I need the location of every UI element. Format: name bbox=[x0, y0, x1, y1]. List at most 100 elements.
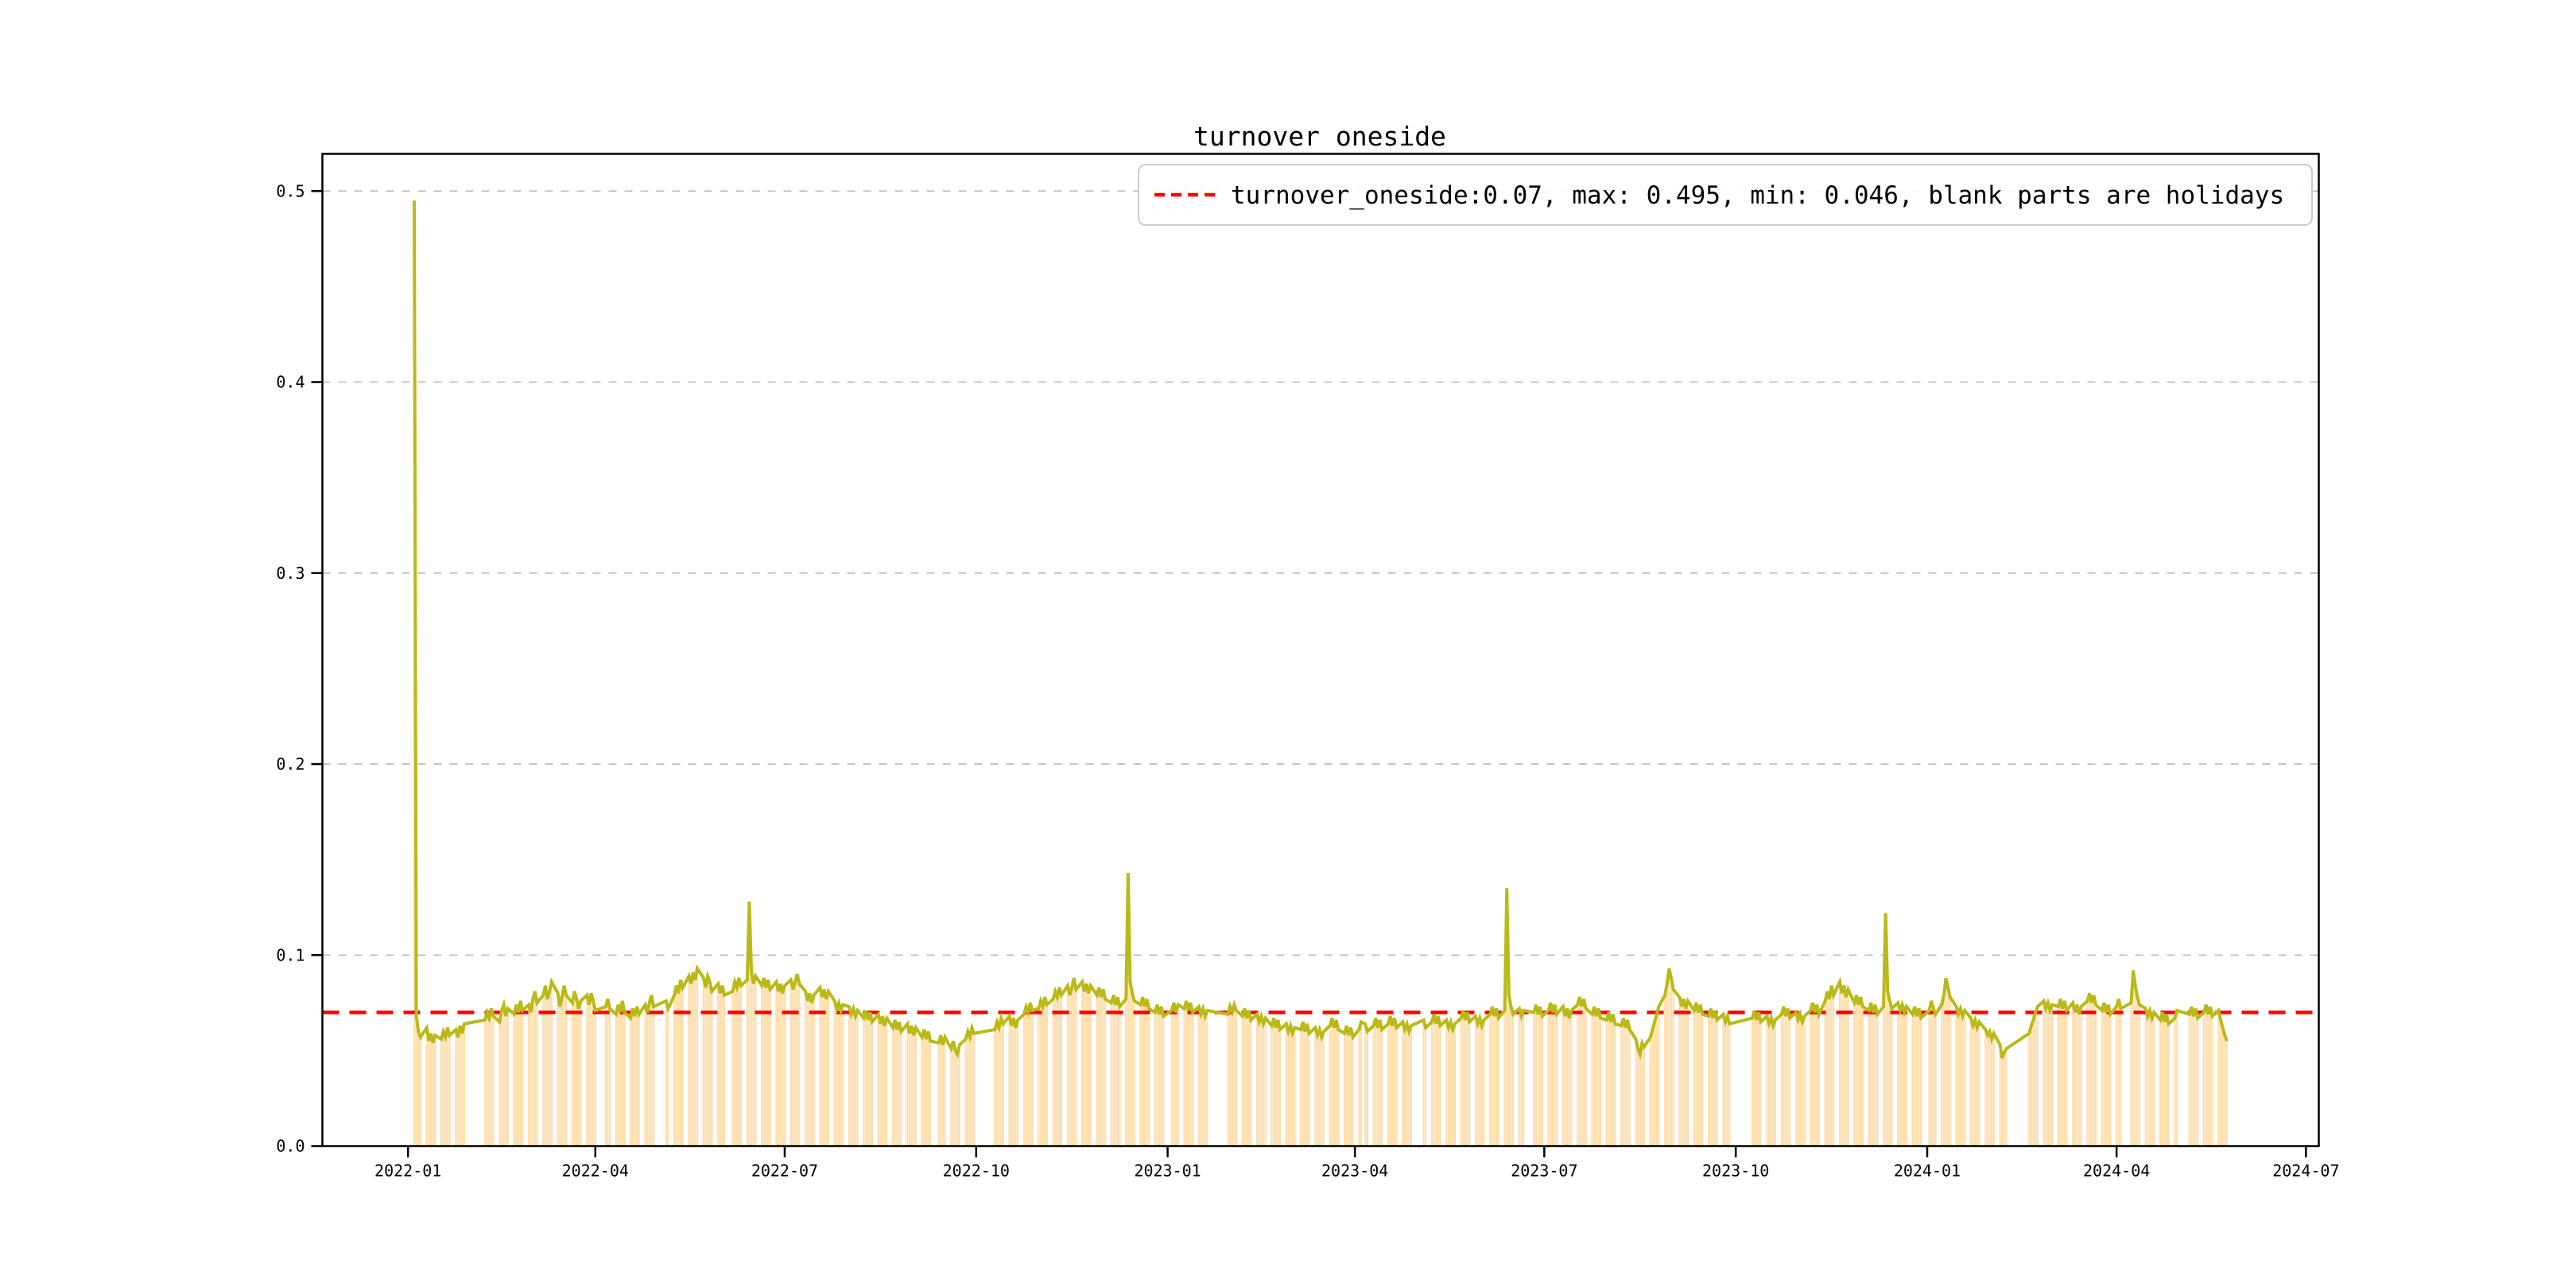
turnover-bar bbox=[1278, 1029, 1282, 1146]
turnover-bar bbox=[617, 1004, 619, 1146]
turnover-bar bbox=[1685, 1008, 1687, 1146]
turnover-bar bbox=[1609, 1022, 1612, 1146]
turnover-bar bbox=[950, 1048, 952, 1146]
turnover-bar bbox=[765, 987, 767, 1146]
turnover-bar bbox=[2130, 1003, 2132, 1146]
turnover-bar bbox=[823, 989, 825, 1146]
turnover-bar bbox=[1322, 1031, 1325, 1146]
turnover-bar bbox=[1830, 985, 1833, 1146]
turnover-bar bbox=[2151, 1018, 2153, 1146]
turnover-bar bbox=[1008, 1016, 1011, 1146]
turnover-bar bbox=[793, 981, 797, 1146]
turnover-bar bbox=[1507, 995, 1511, 1146]
turnover-bar bbox=[1707, 1016, 1710, 1146]
turnover-bar bbox=[1680, 1007, 1683, 1146]
turnover-bar bbox=[2034, 1012, 2037, 1146]
turnover-bar bbox=[1200, 1014, 1202, 1146]
turnover-bar bbox=[1874, 1004, 1876, 1146]
turnover-bar bbox=[958, 1045, 960, 1146]
turnover-bar bbox=[1949, 997, 1951, 1146]
turnover-bar bbox=[836, 1008, 838, 1146]
turnover-bar bbox=[1285, 1023, 1287, 1146]
turnover-bar bbox=[798, 983, 801, 1146]
turnover-bar bbox=[2028, 1033, 2031, 1146]
turnover-bar bbox=[2148, 1010, 2151, 1146]
turnover-bar bbox=[1366, 1031, 1369, 1146]
turnover-bar bbox=[1299, 1029, 1302, 1146]
turnover-bar bbox=[1183, 1008, 1185, 1146]
turnover-bar bbox=[1534, 1004, 1538, 1146]
turnover-bar bbox=[1664, 995, 1666, 1146]
turnover-bar bbox=[1177, 1004, 1179, 1146]
turnover-bar bbox=[1258, 1022, 1260, 1146]
turnover-bar bbox=[1073, 978, 1075, 1146]
turnover-bar bbox=[564, 995, 568, 1146]
turnover-bar bbox=[2219, 1019, 2222, 1146]
turnover-bar bbox=[1693, 1010, 1695, 1146]
turnover-bar bbox=[1562, 1007, 1565, 1146]
turnover-bar bbox=[1162, 1016, 1165, 1146]
turnover-bar bbox=[1110, 1003, 1113, 1146]
turnover-bar bbox=[1992, 1033, 1995, 1146]
turnover-bar bbox=[856, 1010, 859, 1146]
turnover-bar bbox=[1343, 1033, 1346, 1146]
turnover-bar bbox=[1262, 1023, 1265, 1146]
turnover-bar bbox=[2059, 999, 2062, 1146]
x-tick-label: 2023-01 bbox=[1134, 1162, 1201, 1181]
turnover-bar bbox=[721, 985, 724, 1146]
turnover-bar bbox=[1235, 1010, 1238, 1146]
turnover-bar bbox=[1566, 1008, 1569, 1146]
turnover-bar bbox=[1976, 1027, 1978, 1146]
turnover-bar bbox=[630, 1018, 632, 1146]
turnover-bar bbox=[634, 1016, 636, 1146]
x-tick-label: 2023-07 bbox=[1511, 1162, 1577, 1181]
turnover-bar bbox=[1853, 1003, 1856, 1146]
turnover-bar bbox=[1453, 1023, 1456, 1146]
turnover-bar bbox=[1042, 1007, 1044, 1146]
turnover-bar bbox=[2134, 985, 2136, 1146]
y-tick-label: 0.0 bbox=[276, 1137, 305, 1156]
turnover-bar bbox=[2050, 1004, 2054, 1146]
turnover-bar bbox=[2077, 1014, 2081, 1146]
turnover-bar bbox=[929, 1041, 932, 1146]
turnover-bar bbox=[1757, 1012, 1760, 1146]
turnover-bar bbox=[2088, 993, 2091, 1146]
turnover-bar bbox=[1695, 1003, 1697, 1146]
turnover-bar bbox=[944, 1037, 946, 1146]
turnover-bar bbox=[1158, 1014, 1161, 1146]
turnover-bar bbox=[1360, 1022, 1363, 1146]
turnover-bar bbox=[1255, 1014, 1259, 1146]
turnover-bar bbox=[1620, 1026, 1623, 1146]
turnover-bar bbox=[1291, 1033, 1294, 1146]
turnover-bar bbox=[1449, 1022, 1452, 1146]
turnover-bar bbox=[1888, 1000, 1891, 1146]
turnover-bar bbox=[1678, 997, 1681, 1146]
turnover-bar bbox=[646, 1012, 649, 1146]
turnover-bar bbox=[2076, 1004, 2078, 1146]
turnover-bar bbox=[941, 1045, 945, 1146]
turnover-bar bbox=[2107, 1004, 2109, 1146]
turnover-bar bbox=[1089, 985, 1092, 1146]
turnover-bar bbox=[2109, 1014, 2112, 1146]
turnover-bar bbox=[448, 1035, 451, 1146]
turnover-bar bbox=[1314, 1027, 1317, 1146]
turnover-bar bbox=[1876, 1014, 1879, 1146]
turnover-bar bbox=[1191, 1012, 1194, 1146]
turnover-bar bbox=[515, 1004, 518, 1146]
turnover-bar bbox=[1555, 1014, 1558, 1146]
turnover-bar bbox=[825, 999, 828, 1146]
turnover-bar bbox=[1686, 1000, 1690, 1146]
turnover-bar bbox=[1770, 1018, 1772, 1146]
turnover-bar bbox=[2190, 1007, 2193, 1146]
turnover-bar bbox=[1304, 1031, 1306, 1146]
turnover-bar bbox=[442, 1031, 444, 1146]
turnover-bar bbox=[638, 1014, 640, 1146]
turnover-bar bbox=[499, 1022, 501, 1146]
turnover-bar bbox=[1479, 1018, 1481, 1146]
turnover-bar bbox=[1972, 1026, 1974, 1146]
turnover-bar bbox=[696, 968, 699, 1146]
turnover-bar bbox=[863, 1018, 865, 1146]
turnover-bar bbox=[1345, 1026, 1348, 1146]
turnover-bar bbox=[1978, 1022, 1980, 1146]
turnover-bar bbox=[1133, 1000, 1135, 1146]
